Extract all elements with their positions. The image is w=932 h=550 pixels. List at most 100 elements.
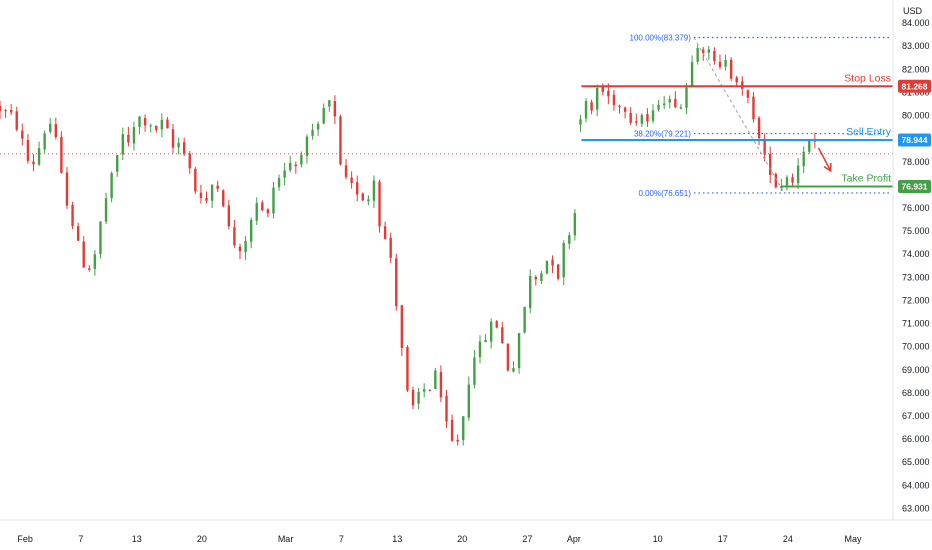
candle-down — [534, 276, 537, 280]
candle-up — [255, 203, 258, 221]
x-tick-label: Feb — [17, 534, 33, 544]
candle-up — [802, 151, 805, 167]
candle-up — [785, 177, 789, 186]
candle-up — [372, 180, 376, 201]
candle-down — [227, 205, 231, 227]
candle-down — [155, 125, 158, 130]
candle-down — [612, 94, 616, 106]
candle-down — [551, 259, 554, 266]
price-tag-text: 78.944 — [902, 135, 928, 145]
candle-up — [467, 384, 471, 418]
y-tick-label: 80.000 — [902, 111, 930, 121]
candle-down — [646, 114, 649, 122]
trade-level-label: Take Profit — [841, 172, 891, 184]
candle-down — [618, 105, 621, 107]
y-tick-label: 78.000 — [902, 157, 930, 167]
candle-down — [294, 164, 298, 167]
candle-up — [517, 333, 521, 369]
candle-up — [690, 62, 694, 88]
candle-down — [216, 185, 219, 189]
candle-up — [796, 165, 800, 184]
x-tick-label: 20 — [457, 534, 467, 544]
candle-down — [32, 161, 35, 165]
y-tick-label: 63.000 — [902, 503, 930, 513]
candle-down — [590, 102, 593, 111]
candle-down — [506, 343, 510, 371]
candle-down — [199, 192, 203, 198]
fib-level-label: 38.20%(79.221) — [634, 130, 691, 139]
candle-down — [82, 241, 85, 268]
candle-down — [411, 389, 415, 406]
y-tick-label: 83.000 — [902, 41, 930, 51]
candles-historical — [0, 95, 577, 446]
candle-up — [540, 273, 543, 281]
overlay-lines: 100.00%(83.379) 38.20%(79.221) 0.00%(76.65… — [0, 33, 893, 198]
x-tick-label: 7 — [78, 534, 83, 544]
x-tick-label: May — [844, 534, 862, 544]
candle-up — [417, 391, 420, 404]
candle-down — [261, 202, 264, 211]
y-tick-label: 69.000 — [902, 365, 930, 375]
candle-up — [116, 155, 119, 172]
candle-up — [277, 178, 281, 188]
y-tick-label: 70.000 — [902, 342, 930, 352]
candle-down — [735, 77, 738, 83]
candle-up — [244, 240, 247, 253]
x-tick-label: 13 — [132, 534, 142, 544]
price-tag-text: 76.931 — [902, 181, 928, 191]
candle-up — [584, 101, 588, 119]
candle-down — [127, 134, 130, 143]
candle-up — [422, 389, 426, 392]
candle-up — [132, 127, 136, 144]
price-tag-box — [898, 133, 931, 147]
candle-down — [763, 138, 766, 155]
trade-level-label: Sell Entry — [846, 126, 892, 138]
y-tick-label: 67.000 — [902, 411, 930, 421]
candle-up — [104, 198, 108, 222]
candle-down — [194, 168, 197, 192]
candle-down — [21, 130, 24, 139]
currency-label: USD — [903, 6, 923, 16]
candle-down — [556, 264, 560, 279]
candle-down — [233, 227, 236, 246]
candle-up — [210, 185, 214, 201]
candle-up — [640, 114, 644, 124]
candle-down — [339, 116, 342, 165]
candle-up — [305, 136, 309, 156]
candle-down — [378, 181, 381, 227]
candle-up — [489, 321, 493, 342]
candle-up — [651, 110, 655, 121]
candle-down — [769, 153, 772, 175]
y-tick-label: 82.000 — [902, 64, 930, 74]
candle-up — [529, 275, 532, 308]
candle-down — [629, 112, 632, 123]
x-tick-label: 24 — [783, 534, 793, 544]
candle-up — [300, 154, 303, 165]
candle-down — [400, 305, 404, 348]
candle-up — [562, 243, 565, 278]
candle-up — [707, 49, 711, 53]
candle-down — [188, 153, 191, 169]
candle-up — [322, 107, 325, 124]
x-tick-label: 7 — [339, 534, 344, 544]
candle-down — [171, 129, 175, 148]
y-tick-label: 71.000 — [902, 319, 930, 329]
x-tick-label: 17 — [718, 534, 728, 544]
candle-up — [662, 103, 666, 106]
candle-up — [484, 339, 487, 342]
candle-down — [406, 346, 409, 391]
candle-down — [674, 98, 677, 107]
candle-down — [333, 101, 337, 117]
candle-up — [579, 119, 582, 125]
candle-up — [316, 123, 320, 130]
candle-down — [774, 173, 777, 188]
candle-up — [595, 87, 599, 110]
candle-down — [791, 177, 794, 183]
candle-down — [635, 121, 638, 123]
candle-down — [729, 59, 733, 79]
candle-down — [4, 110, 7, 112]
y-tick-label: 73.000 — [902, 272, 930, 282]
candle-up — [523, 306, 526, 333]
candle-up — [679, 107, 683, 109]
